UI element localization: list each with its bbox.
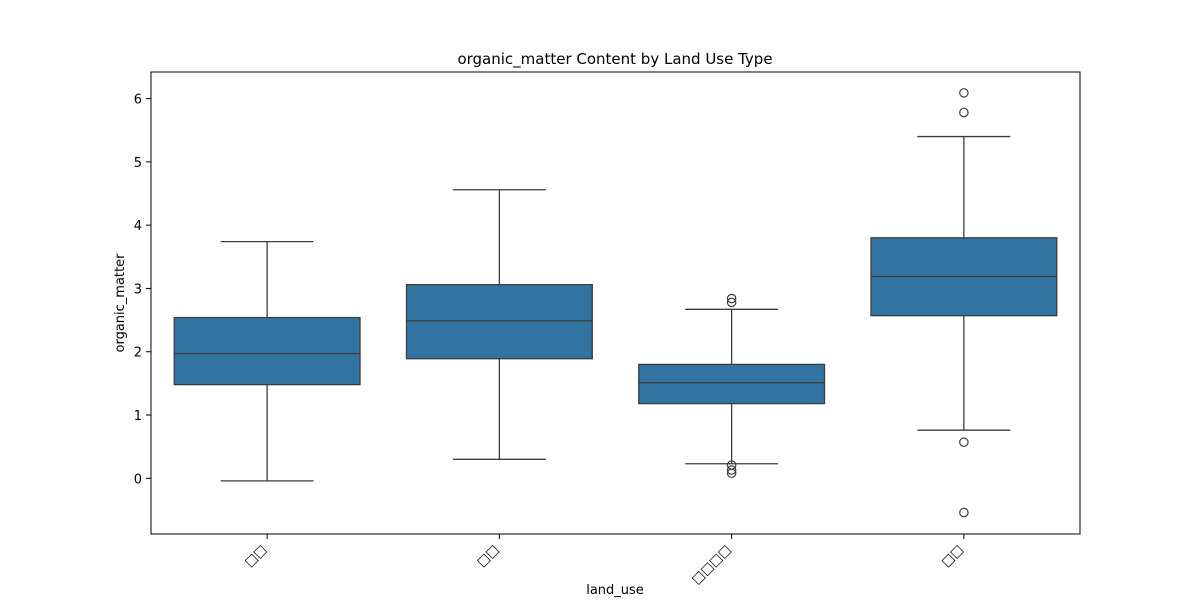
outlier-point (726, 465, 737, 475)
y-tick-label: 6 (134, 93, 142, 108)
y-tick-label: 3 (134, 282, 142, 297)
y-tick-label: 4 (134, 219, 142, 234)
outlier-point (959, 107, 969, 118)
outlier-point (726, 293, 737, 304)
outlier-point (959, 437, 969, 448)
chart-title: organic_matter Content by Land Use Type (457, 50, 772, 69)
iqr-box (173, 316, 361, 386)
y-tick-label: 2 (134, 346, 142, 361)
x-axis-label: land_use (586, 583, 644, 598)
y-tick-label: 5 (134, 156, 142, 171)
plot-frame (150, 71, 1081, 535)
y-tick-label: 1 (134, 409, 142, 424)
iqr-box (405, 283, 593, 360)
outlier-point (726, 468, 737, 479)
outlier-point (959, 507, 969, 518)
y-tick-label: 0 (134, 472, 142, 487)
y-axis-label: organic_matter (113, 253, 128, 353)
outlier-point (959, 88, 969, 98)
outlier-point (726, 297, 737, 308)
iqr-box (638, 363, 826, 405)
